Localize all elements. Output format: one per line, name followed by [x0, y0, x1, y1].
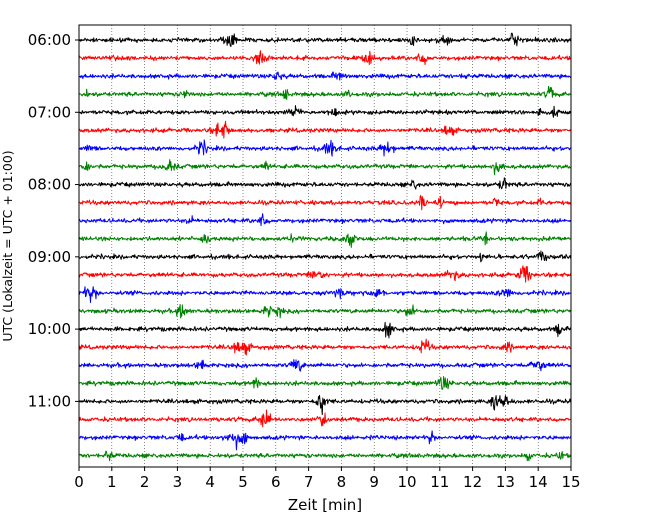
- x-tick-label: 5: [238, 473, 248, 491]
- seismogram-trace-0730: [78, 139, 572, 157]
- y-tick-label: 11:00: [28, 392, 71, 410]
- seismogram-trace-0745: [78, 159, 572, 176]
- seismogram-trace-0945: [78, 303, 572, 319]
- seismogram-trace-0900: [78, 250, 572, 263]
- seismogram-trace-0615: [78, 50, 572, 66]
- seismogram-trace-0700: [79, 105, 572, 118]
- x-axis-label: Zeit [min]: [288, 496, 362, 514]
- x-tick-label: 2: [140, 473, 150, 491]
- seismogram-trace-0845: [78, 231, 572, 248]
- seismogram-trace-0800: [78, 177, 572, 190]
- seismogram-trace-0630: [78, 71, 572, 81]
- y-tick-label: 06:00: [28, 31, 71, 49]
- seismogram-trace-0600: [78, 32, 572, 47]
- y-axis-label: UTC (Lokalzeit = UTC + 01:00): [0, 150, 15, 341]
- trace-layer: [78, 32, 572, 462]
- y-tick-label: 08:00: [28, 176, 71, 194]
- seismogram-trace-1100: [78, 394, 572, 416]
- x-tick-label: 0: [74, 473, 84, 491]
- x-tick-label: 15: [561, 473, 580, 491]
- y-tick-label: 10:00: [28, 320, 71, 338]
- y-tick-label: 09:00: [28, 248, 71, 266]
- seismogram-trace-1115: [78, 409, 572, 428]
- seismogram-trace-0830: [78, 213, 572, 227]
- x-tick-label: 8: [337, 473, 347, 491]
- seismogram-trace-0815: [78, 194, 572, 211]
- x-tick-label: 12: [463, 473, 482, 491]
- x-tick-label: 7: [304, 473, 314, 491]
- seismogram-trace-1045: [78, 375, 572, 390]
- x-tick-label: 10: [397, 473, 416, 491]
- seismogram-trace-0915: [78, 265, 572, 283]
- seismogram-trace-1000: [78, 321, 572, 339]
- x-tick-label: 6: [271, 473, 281, 491]
- tick-layer: 0 1 2 3 4 5 6 7 8 9 10 11 12 13 14 1506:0007:0008:0009:…: [28, 31, 581, 491]
- seismogram-trace-0930: [78, 286, 572, 303]
- x-tick-label: 14: [529, 473, 548, 491]
- seismogram-trace-1145: [78, 450, 572, 462]
- seismogram-trace-1015: [78, 338, 572, 356]
- seismogram-trace-0645: [78, 85, 572, 100]
- x-tick-label: 1: [107, 473, 117, 491]
- seismogram-trace-1130: [78, 430, 572, 451]
- seismogram-trace-1030: [78, 359, 572, 372]
- x-tick-label: 11: [430, 473, 449, 491]
- x-tick-label: 13: [496, 473, 515, 491]
- seismogram-trace-0715: [78, 120, 572, 139]
- x-tick-label: 9: [369, 473, 379, 491]
- y-tick-label: 07:00: [28, 103, 71, 121]
- x-tick-label: 3: [173, 473, 183, 491]
- x-tick-label: 4: [205, 473, 215, 491]
- plot-frame: [78, 24, 572, 468]
